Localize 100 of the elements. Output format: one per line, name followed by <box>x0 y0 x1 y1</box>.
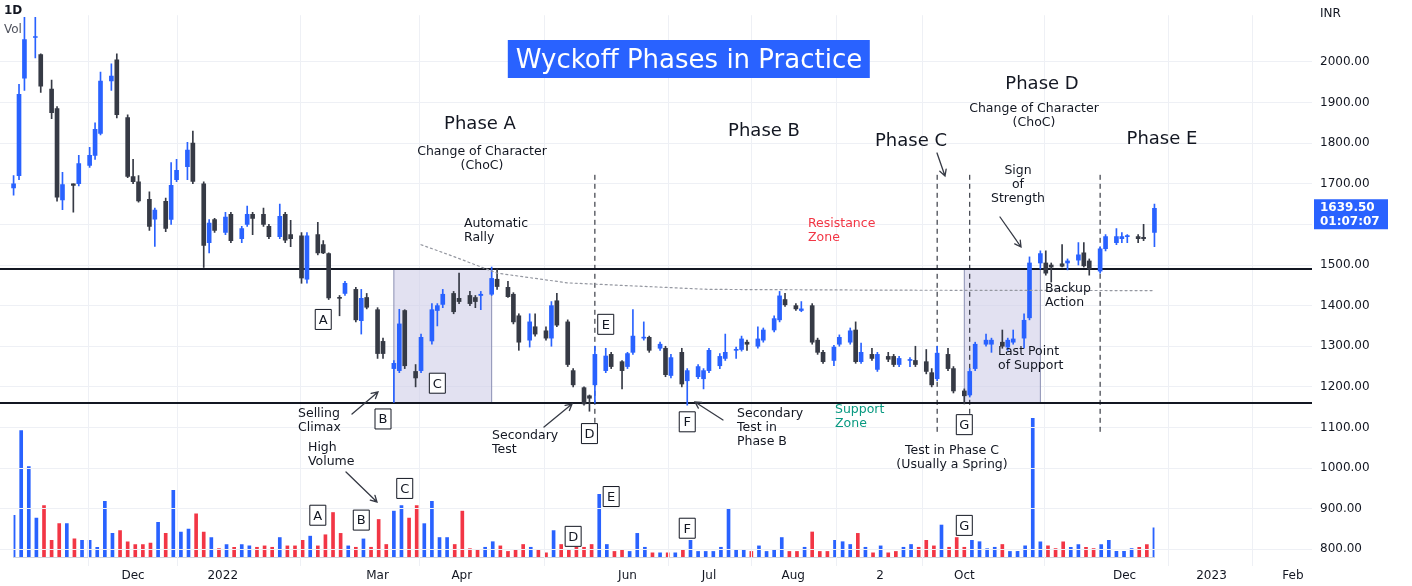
bar <box>483 546 487 557</box>
annotation: Automatic Rally <box>464 215 529 245</box>
bar <box>452 544 457 557</box>
candlestick <box>799 301 804 313</box>
bar <box>232 546 236 557</box>
bar <box>156 521 160 557</box>
y-tick-label: 1700.00 <box>1320 175 1370 190</box>
annotation: Secondary Test <box>491 427 559 457</box>
chart-title: Vol <box>4 22 22 36</box>
bar <box>985 548 989 557</box>
bar <box>407 517 411 557</box>
y-tick-label: 1900.00 <box>1320 94 1370 109</box>
bar <box>894 551 898 557</box>
bar <box>194 513 198 557</box>
bar <box>779 537 784 557</box>
bar <box>932 545 936 557</box>
x-tick-label: Jun <box>617 567 637 582</box>
bar <box>1023 545 1027 557</box>
bar <box>970 539 974 557</box>
annotation: Phase E <box>1126 126 1198 148</box>
bar <box>916 546 921 557</box>
y-tick-label: 1000.00 <box>1320 460 1370 475</box>
bar <box>1061 541 1066 557</box>
bar <box>414 505 419 557</box>
y-tick-label: 1100.00 <box>1320 419 1370 434</box>
x-tick-label: Mar <box>366 567 389 582</box>
bar <box>817 551 822 557</box>
bar <box>741 549 746 557</box>
annotation: Phase D <box>1005 71 1079 93</box>
candlestick <box>32 16 38 59</box>
bar <box>559 544 564 557</box>
bar <box>163 533 168 557</box>
bar <box>947 546 951 557</box>
bar <box>201 531 206 557</box>
bar <box>635 533 640 557</box>
annotation: G <box>959 417 970 433</box>
x-tick-label: 2 <box>876 567 884 582</box>
bar <box>992 546 997 557</box>
bar <box>42 505 46 557</box>
y-tick-label: 1500.00 <box>1320 257 1370 272</box>
bar <box>239 544 244 557</box>
annotation: F <box>683 414 691 430</box>
bar <box>719 546 723 557</box>
annotation: Phase A <box>444 111 517 133</box>
bar <box>810 531 815 557</box>
candlestick <box>478 291 484 311</box>
annotation: E <box>607 488 616 504</box>
bar <box>118 530 122 557</box>
bar <box>179 531 183 557</box>
bar <box>384 544 389 557</box>
bar <box>460 510 465 557</box>
bar <box>658 552 662 557</box>
bar <box>1145 544 1149 557</box>
annotation: A <box>313 507 323 523</box>
bar <box>103 501 107 557</box>
bar <box>57 523 62 557</box>
bar <box>1030 418 1035 557</box>
annotation: Last Point of Support <box>998 343 1064 373</box>
candlestick <box>907 357 913 367</box>
bar <box>277 537 282 557</box>
annotation: Change of Character (ChoC) <box>969 100 1100 130</box>
x-tick-label: 2023 <box>1196 567 1227 582</box>
candlestick <box>1059 244 1065 268</box>
x-tick-label: Feb <box>1282 567 1304 582</box>
bar <box>422 523 427 557</box>
annotation: G <box>959 517 970 533</box>
x-tick-label: Aug <box>781 567 805 582</box>
annotation: Change of Character (ChoC) <box>417 143 548 173</box>
bar <box>673 552 678 557</box>
bar <box>521 544 525 557</box>
bar <box>346 545 351 557</box>
text: 1639.50 01:07:07 <box>1320 200 1380 229</box>
bar <box>141 544 145 557</box>
bar <box>95 546 100 557</box>
annotation: C <box>432 375 442 391</box>
candlestick <box>1124 234 1130 243</box>
bar <box>1122 551 1126 557</box>
bar <box>1008 551 1012 557</box>
bar <box>620 549 624 557</box>
bar <box>308 535 313 557</box>
annotation: F <box>683 520 691 536</box>
annotation: Resistance Zone <box>808 215 876 245</box>
bar <box>566 549 571 557</box>
bar <box>80 539 84 557</box>
bar <box>643 546 647 557</box>
bar <box>772 549 776 557</box>
bar <box>369 546 373 557</box>
y-axis-title: INR <box>1320 6 1341 21</box>
annotation: B <box>356 512 366 528</box>
bar <box>1084 546 1088 557</box>
bar <box>19 430 24 557</box>
bar <box>293 545 297 557</box>
annotation: B <box>378 411 388 427</box>
y-tick-label: 800.00 <box>1320 541 1362 556</box>
bar <box>217 548 221 557</box>
annotation: Selling Climax <box>298 405 341 435</box>
y-tick-label: 900.00 <box>1320 500 1362 515</box>
bar <box>506 551 510 557</box>
bar <box>848 544 853 557</box>
bar <box>711 551 716 557</box>
